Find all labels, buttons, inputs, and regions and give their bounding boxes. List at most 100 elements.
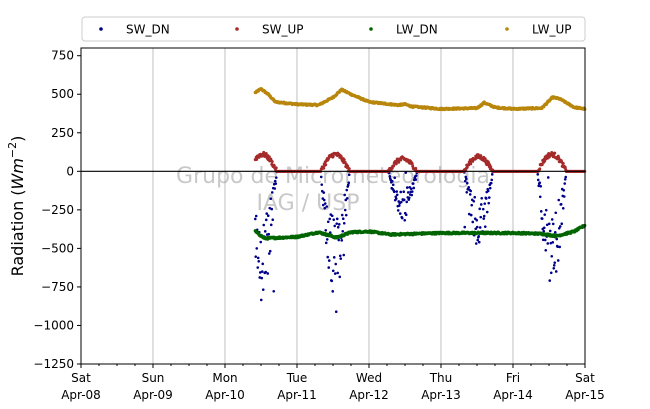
data-point	[561, 162, 565, 166]
data-point	[333, 224, 337, 228]
data-point	[474, 242, 478, 245]
data-point	[271, 218, 275, 221]
data-point	[475, 225, 479, 229]
data-point	[471, 159, 475, 163]
legend-item-sw-dn: SW_DN	[99, 23, 170, 37]
data-point	[265, 212, 269, 215]
data-point	[412, 186, 416, 190]
data-point	[410, 193, 414, 197]
data-point	[263, 230, 267, 233]
data-point	[414, 166, 418, 170]
data-point	[484, 197, 488, 200]
x-tick-weekday: Sat	[71, 371, 91, 385]
data-point	[393, 176, 397, 180]
y-axis-label: Radiation (Wm−2)	[6, 136, 27, 277]
data-point	[328, 231, 332, 234]
data-point	[264, 270, 268, 274]
data-point	[554, 270, 558, 273]
legend-label: LW_UP	[532, 23, 571, 37]
x-tick-weekday: Wed	[356, 371, 382, 385]
data-point	[475, 218, 479, 222]
y-tick-label: 500	[51, 87, 74, 101]
data-point	[478, 226, 482, 229]
data-point	[553, 261, 557, 264]
y-tick-label: 0	[66, 164, 74, 178]
data-point	[478, 207, 482, 211]
data-point	[270, 207, 274, 211]
data-point	[388, 175, 392, 178]
data-point	[414, 174, 418, 177]
data-point	[343, 193, 347, 197]
data-point	[549, 271, 553, 275]
data-point	[465, 181, 469, 185]
data-point	[543, 238, 547, 242]
axes-background	[81, 48, 585, 364]
y-tick-label: −750	[41, 280, 74, 294]
legend-item-sw-up: SW_UP	[235, 23, 304, 37]
data-point	[409, 187, 413, 191]
y-tick-label: 750	[51, 49, 74, 63]
data-point	[467, 212, 471, 216]
data-point	[561, 206, 565, 210]
data-point	[253, 217, 257, 221]
data-point	[336, 225, 340, 229]
x-tick-date: Apr-14	[493, 388, 533, 402]
data-point	[326, 255, 330, 259]
data-point	[264, 218, 268, 222]
data-point	[334, 262, 338, 266]
data-point	[345, 188, 349, 192]
y-tick-label: −1000	[33, 318, 74, 332]
data-point	[261, 262, 265, 266]
data-point	[268, 206, 272, 210]
data-point	[552, 264, 556, 267]
data-point	[274, 182, 278, 185]
y-tick-label: 250	[51, 126, 74, 140]
data-point	[483, 202, 487, 205]
data-point	[402, 198, 406, 202]
x-tick-date: Apr-08	[61, 388, 101, 402]
data-point	[538, 181, 542, 184]
data-point	[259, 240, 263, 244]
data-point	[338, 254, 342, 258]
data-point	[254, 255, 258, 258]
x-axis: Sat Apr-08 Sun Apr-09 Mon Apr-10 Tue Apr-11 Wed A…	[61, 364, 605, 402]
data-point	[465, 190, 469, 194]
data-point	[335, 222, 339, 225]
data-point	[395, 190, 399, 193]
data-point	[325, 205, 329, 208]
data-point	[346, 164, 350, 168]
data-point	[337, 238, 341, 242]
data-point	[558, 225, 562, 228]
data-point	[557, 198, 561, 202]
data-point	[557, 156, 561, 160]
legend-marker	[235, 27, 239, 31]
data-point	[477, 235, 481, 238]
x-tick-weekday: Thu	[429, 371, 453, 385]
data-point	[482, 217, 486, 220]
data-point	[540, 163, 544, 167]
data-point	[259, 298, 263, 302]
data-point	[323, 206, 327, 210]
data-point	[486, 189, 490, 193]
data-point	[260, 270, 264, 273]
data-point	[274, 166, 278, 170]
data-point	[258, 276, 262, 279]
data-point	[396, 209, 400, 212]
data-point	[397, 204, 401, 207]
data-point	[340, 239, 344, 242]
data-point	[563, 165, 567, 169]
data-point	[556, 259, 560, 262]
data-point	[341, 229, 345, 233]
data-point	[392, 164, 396, 168]
data-point	[400, 216, 404, 220]
data-point	[337, 223, 341, 226]
data-point	[551, 222, 555, 226]
y-tick-label: −250	[41, 203, 74, 217]
data-point	[269, 223, 273, 227]
data-point	[255, 247, 259, 250]
data-point	[479, 203, 483, 206]
data-point	[469, 162, 473, 166]
x-tick-date: Apr-11	[277, 388, 317, 402]
x-tick-weekday: Fri	[506, 371, 520, 385]
data-point	[554, 211, 558, 215]
